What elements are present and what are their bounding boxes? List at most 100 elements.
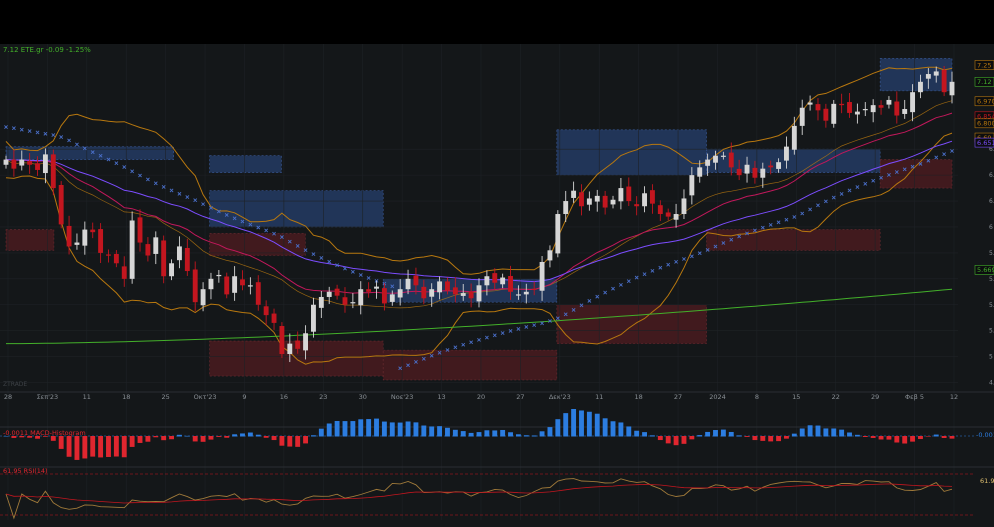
psar-mark — [682, 257, 686, 261]
candle-body — [642, 193, 647, 207]
psar-mark — [90, 150, 95, 155]
candle-body — [515, 294, 521, 296]
psar-mark — [548, 319, 552, 323]
psar-mark — [847, 188, 852, 193]
macd-bar — [50, 436, 56, 441]
indicator-lines — [4, 66, 954, 371]
candle-body — [113, 253, 119, 264]
psar-mark — [666, 262, 671, 267]
psar-mark — [209, 205, 213, 210]
candle-body — [358, 289, 364, 306]
candle-body — [626, 186, 632, 202]
macd-bar — [263, 436, 269, 438]
psar-mark — [571, 308, 576, 312]
psar-mark — [863, 181, 868, 186]
psar-mark — [232, 216, 237, 221]
psar-mark — [618, 282, 623, 287]
zone-blue-0 — [5, 146, 174, 160]
psar-mark — [224, 213, 229, 217]
macd-bar — [200, 436, 206, 442]
psar-mark — [216, 209, 221, 214]
macd-bar — [350, 421, 356, 437]
watermark: ZTRADE — [3, 381, 27, 388]
x-tick-label: 22 — [832, 393, 840, 401]
candle-body — [176, 246, 182, 261]
candle-body — [784, 146, 789, 161]
macd-bar — [19, 436, 25, 438]
psar-mark — [437, 350, 442, 355]
candle-body — [106, 254, 111, 256]
candle-body — [311, 304, 316, 332]
y-tick-label: 5.8 — [989, 250, 994, 257]
candle-body — [925, 74, 931, 79]
candle-body — [547, 250, 553, 261]
macd-bar — [129, 436, 135, 447]
macd-bar — [342, 421, 348, 437]
zone-layer — [5, 58, 953, 381]
macd-bar — [208, 436, 214, 440]
candle-body — [82, 229, 88, 246]
zone-red-6 — [382, 349, 558, 381]
psar-mark — [272, 231, 276, 236]
candle-body — [665, 212, 671, 217]
x-tick-label: Δεκ'23 — [549, 393, 571, 401]
candle-body — [468, 291, 474, 299]
macd-bar — [720, 429, 726, 437]
zone-blue-9 — [556, 129, 707, 176]
psar-mark — [390, 284, 395, 289]
psar-mark — [650, 268, 655, 273]
candle-body — [752, 167, 758, 178]
macd-bar — [776, 436, 782, 442]
psar-mark — [816, 203, 820, 208]
y-tick-label: 6 — [989, 224, 993, 231]
candle-body — [374, 286, 379, 289]
candle-body — [137, 217, 143, 243]
x-tick-label: 28 — [4, 393, 12, 401]
macd-bar — [74, 436, 80, 460]
macd-bar — [563, 413, 569, 437]
x-tick-label: 25 — [161, 393, 169, 401]
psar-mark — [453, 345, 458, 350]
macd-panel — [0, 409, 994, 460]
macd-bar — [405, 421, 411, 437]
candle-body — [232, 276, 238, 293]
macd-bar — [531, 435, 537, 437]
macd-bar — [508, 432, 513, 437]
candle-body — [760, 168, 766, 178]
macd-bar — [397, 422, 403, 437]
zone-red-3 — [5, 229, 55, 251]
psar-mark — [658, 265, 663, 270]
macd-bar — [910, 436, 916, 442]
psar-mark — [855, 185, 860, 189]
y-tick-label: 4.8 — [989, 380, 994, 387]
psar-mark — [130, 169, 135, 174]
candle-body — [350, 302, 356, 304]
psar-mark — [752, 228, 757, 233]
candle-body — [247, 285, 253, 287]
psar-mark — [469, 340, 474, 345]
candle-body — [287, 343, 293, 355]
candle-body — [720, 155, 726, 157]
candle-body — [216, 274, 222, 277]
macd-bar — [303, 436, 309, 444]
psar-mark — [75, 142, 79, 147]
price-label: 6.970 — [977, 98, 994, 106]
psar-mark — [784, 217, 789, 222]
macd-bar — [673, 436, 679, 446]
psar-mark — [879, 175, 883, 180]
candle-body — [145, 244, 151, 256]
psar-mark — [19, 127, 24, 132]
rsi-value-label: 61.9 — [980, 477, 994, 485]
candle-body — [571, 190, 577, 198]
candle-body — [279, 326, 285, 355]
rsi-title: 61.95 RSI(14) — [3, 467, 48, 475]
psar-mark — [626, 279, 631, 284]
price-label: 6.800 — [977, 120, 994, 128]
candle-body — [303, 333, 309, 351]
x-tick-label: Οκτ'23 — [194, 393, 217, 401]
psar-mark — [287, 239, 292, 244]
psar-mark — [429, 353, 434, 358]
psar-mark — [942, 152, 947, 157]
